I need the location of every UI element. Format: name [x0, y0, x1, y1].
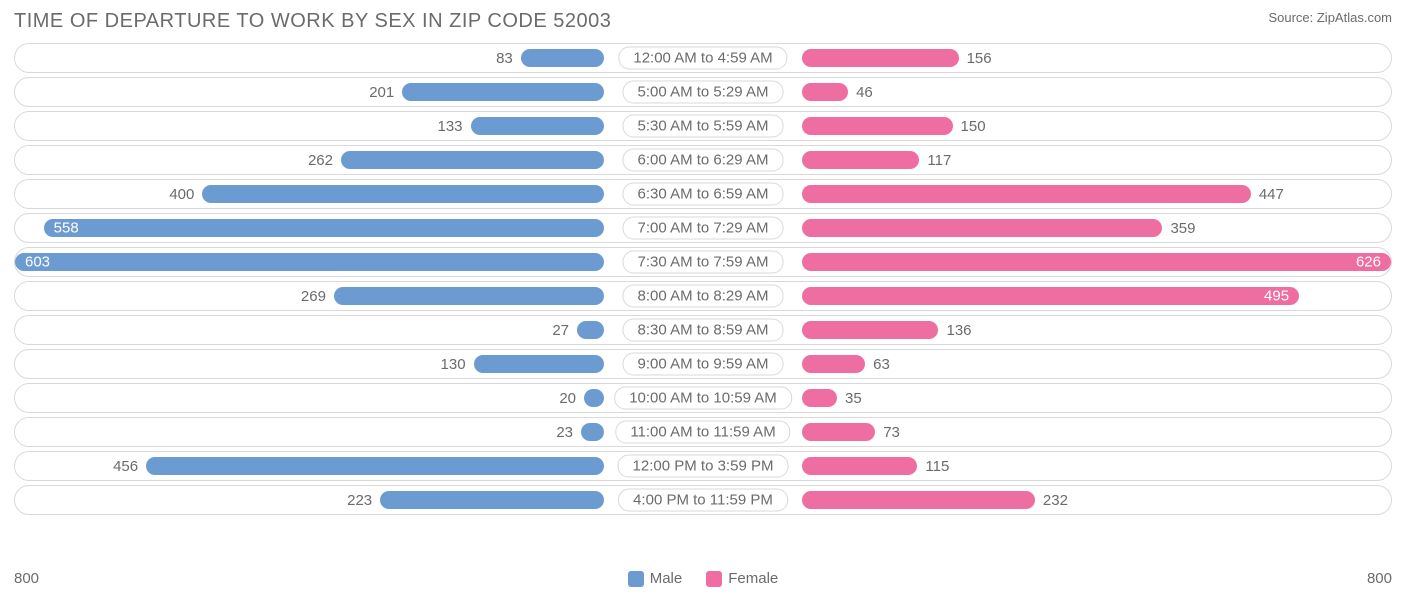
male-bar — [584, 389, 604, 407]
male-bar — [581, 423, 604, 441]
male-value: 133 — [438, 118, 463, 135]
category-label: 8:00 AM to 8:29 AM — [623, 285, 784, 308]
category-label: 8:30 AM to 8:59 AM — [623, 319, 784, 342]
female-value: 150 — [961, 118, 986, 135]
female-value: 46 — [856, 84, 873, 101]
female-value: 232 — [1043, 492, 1068, 509]
axis-right-max: 800 — [1367, 570, 1392, 587]
female-value: 73 — [883, 424, 900, 441]
male-value: 269 — [301, 288, 326, 305]
category-label: 5:30 AM to 5:59 AM — [623, 115, 784, 138]
male-value: 262 — [308, 152, 333, 169]
chart-row: 83 156 12:00 AM to 4:59 AM — [14, 43, 1392, 73]
chart-row: 130 63 9:00 AM to 9:59 AM — [14, 349, 1392, 379]
legend: Male Female — [628, 570, 779, 587]
female-bar — [802, 151, 920, 169]
female-bar — [802, 423, 875, 441]
female-bar — [802, 355, 865, 373]
female-value: 359 — [1170, 220, 1195, 237]
chart-row: 603 626 7:30 AM to 7:59 AM — [14, 247, 1392, 277]
chart-row: 558 359 7:00 AM to 7:29 AM — [14, 213, 1392, 243]
chart-footer: 800 Male Female 800 — [14, 570, 1392, 587]
male-value: 23 — [556, 424, 573, 441]
category-label: 12:00 AM to 4:59 AM — [618, 47, 787, 70]
female-bar — [802, 117, 953, 135]
category-label: 7:00 AM to 7:29 AM — [623, 217, 784, 240]
female-bar: 495 — [802, 287, 1299, 305]
legend-female-label: Female — [728, 570, 778, 587]
male-bar — [202, 185, 604, 203]
chart-row: 456 115 12:00 PM to 3:59 PM — [14, 451, 1392, 481]
male-bar — [474, 355, 605, 373]
legend-item-male: Male — [628, 570, 683, 587]
male-bar — [380, 491, 604, 509]
female-bar — [802, 219, 1163, 237]
category-label: 12:00 PM to 3:59 PM — [618, 455, 789, 478]
male-value: 456 — [113, 458, 138, 475]
male-bar — [341, 151, 604, 169]
male-value: 83 — [496, 50, 513, 67]
male-bar: 603 — [15, 253, 604, 271]
chart-source: Source: ZipAtlas.com — [1268, 10, 1392, 25]
category-label: 9:00 AM to 9:59 AM — [623, 353, 784, 376]
male-bar — [334, 287, 604, 305]
chart-header: TIME OF DEPARTURE TO WORK BY SEX IN ZIP … — [14, 10, 1392, 33]
male-swatch-icon — [628, 571, 644, 587]
male-value: 400 — [169, 186, 194, 203]
female-bar — [802, 321, 939, 339]
chart-row: 262 117 6:00 AM to 6:29 AM — [14, 145, 1392, 175]
female-bar — [802, 83, 848, 101]
category-label: 5:00 AM to 5:29 AM — [623, 81, 784, 104]
female-bar — [802, 457, 918, 475]
female-value: 63 — [873, 356, 890, 373]
legend-male-label: Male — [650, 570, 683, 587]
category-label: 11:00 AM to 11:59 AM — [615, 421, 790, 444]
chart-row: 201 46 5:00 AM to 5:29 AM — [14, 77, 1392, 107]
category-label: 6:00 AM to 6:29 AM — [623, 149, 784, 172]
chart-row: 27 136 8:30 AM to 8:59 AM — [14, 315, 1392, 345]
male-value: 603 — [25, 254, 50, 271]
male-value: 20 — [559, 390, 576, 407]
male-bar — [471, 117, 605, 135]
chart-row: 269 495 8:00 AM to 8:29 AM — [14, 281, 1392, 311]
female-value: 117 — [927, 152, 951, 169]
female-value: 156 — [967, 50, 992, 67]
male-bar — [402, 83, 604, 101]
male-value: 558 — [54, 220, 79, 237]
female-value: 136 — [946, 322, 971, 339]
chart-row: 23 73 11:00 AM to 11:59 AM — [14, 417, 1392, 447]
male-value: 223 — [347, 492, 372, 509]
category-label: 6:30 AM to 6:59 AM — [623, 183, 784, 206]
axis-left-max: 800 — [14, 570, 39, 587]
male-bar — [146, 457, 604, 475]
male-value: 201 — [369, 84, 394, 101]
female-value: 35 — [845, 390, 862, 407]
female-value: 495 — [1264, 288, 1289, 305]
male-value: 130 — [441, 356, 466, 373]
female-value: 115 — [925, 458, 949, 475]
female-bar — [802, 389, 837, 407]
chart-row: 20 35 10:00 AM to 10:59 AM — [14, 383, 1392, 413]
female-value: 626 — [1356, 254, 1381, 271]
female-bar — [802, 491, 1035, 509]
category-label: 10:00 AM to 10:59 AM — [614, 387, 792, 410]
category-label: 4:00 PM to 11:59 PM — [618, 489, 788, 512]
diverging-bar-chart: 83 156 12:00 AM to 4:59 AM 201 46 5:00 AM to … — [14, 43, 1392, 564]
male-bar — [577, 321, 604, 339]
female-value: 447 — [1259, 186, 1284, 203]
male-value: 27 — [552, 322, 569, 339]
legend-item-female: Female — [706, 570, 778, 587]
male-bar — [521, 49, 604, 67]
chart-row: 133 150 5:30 AM to 5:59 AM — [14, 111, 1392, 141]
female-swatch-icon — [706, 571, 722, 587]
female-bar — [802, 185, 1251, 203]
female-bar: 626 — [802, 253, 1391, 271]
male-bar: 558 — [44, 219, 604, 237]
chart-title: TIME OF DEPARTURE TO WORK BY SEX IN ZIP … — [14, 10, 611, 33]
female-bar — [802, 49, 959, 67]
category-label: 7:30 AM to 7:59 AM — [623, 251, 784, 274]
chart-row: 223 232 4:00 PM to 11:59 PM — [14, 485, 1392, 515]
chart-row: 400 447 6:30 AM to 6:59 AM — [14, 179, 1392, 209]
